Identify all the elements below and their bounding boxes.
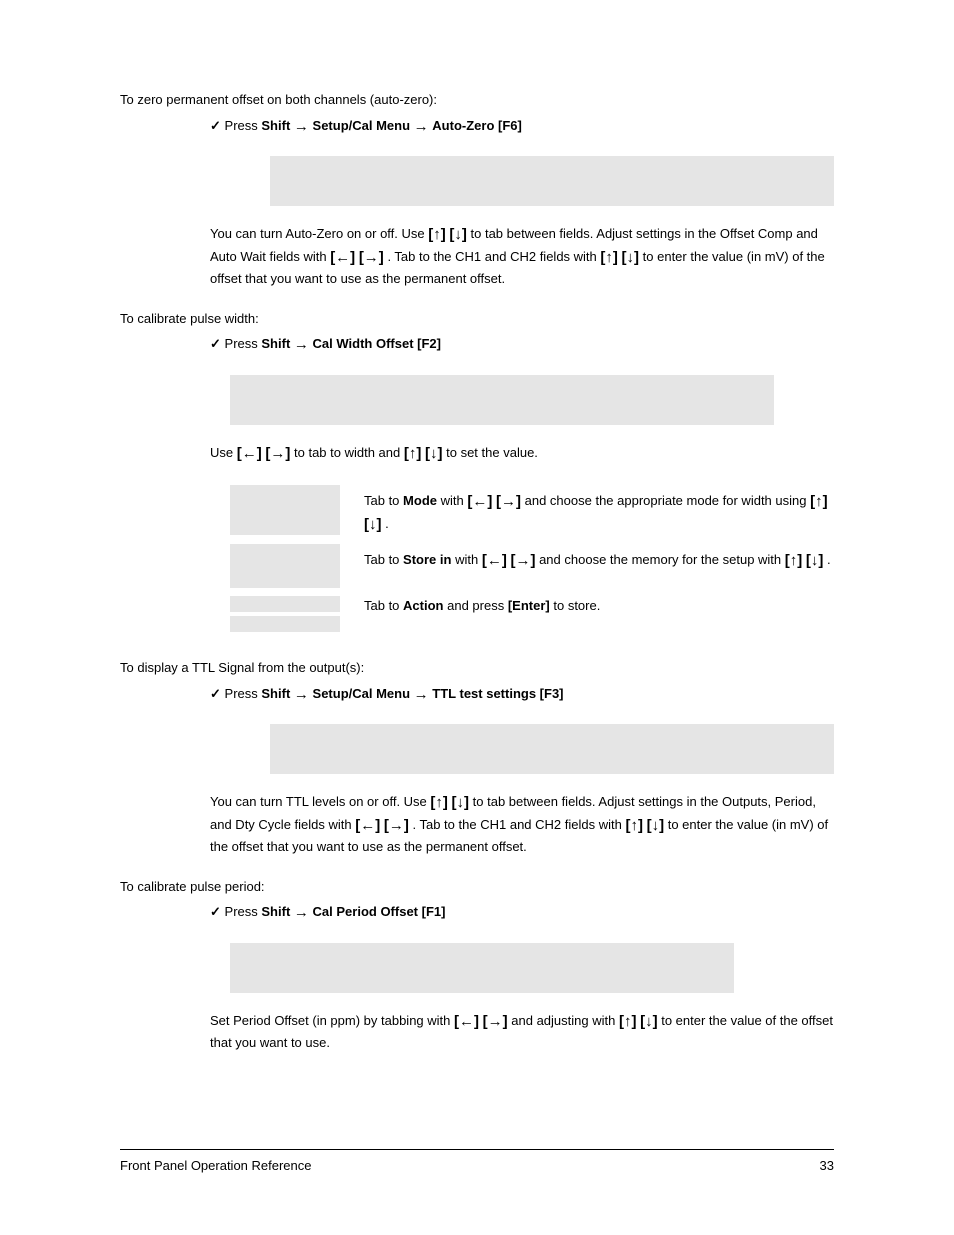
page-number: 33 [820, 1156, 834, 1176]
check-icon: ✓ [210, 686, 221, 701]
body-text: Tab to Mode with [←] [→] and choose the … [364, 485, 834, 536]
section-heading: To zero permanent offset on both channel… [120, 90, 834, 110]
step-text: Press Shift → Cal Period Offset [F1] [225, 904, 446, 919]
page-footer: Front Panel Operation Reference 33 [120, 1149, 834, 1176]
arrow-right-icon: → [294, 116, 309, 139]
section-heading: To calibrate pulse width: [120, 309, 834, 329]
arrow-right-icon: → [414, 116, 429, 139]
display-strip [270, 156, 834, 206]
body-text: Set Period Offset (in ppm) by tabbing wi… [120, 1011, 834, 1053]
section-heading: To calibrate pulse period: [120, 877, 834, 897]
display-strip [230, 943, 734, 993]
arrow-right-icon: → [294, 902, 309, 925]
step-text: Press Shift → Cal Width Offset [F2] [225, 336, 441, 351]
step-text: Press Shift → Setup/Cal Menu → Auto-Zero… [225, 118, 522, 133]
body-text: You can turn Auto-Zero on or off. Use [↑… [120, 224, 834, 289]
display-strip [230, 616, 340, 632]
display-strip [270, 724, 834, 774]
body-text: Tab to Store in with [←] [→] and choose … [364, 544, 834, 573]
check-icon: ✓ [210, 904, 221, 919]
display-strip [230, 485, 340, 535]
display-strip [230, 375, 774, 425]
step-line: ✓ Press Shift → Setup/Cal Menu → TTL tes… [120, 684, 834, 707]
step-line: ✓ Press Shift → Cal Width Offset [F2] [120, 334, 834, 357]
section-heading: To display a TTL Signal from the output(… [120, 658, 834, 678]
footer-title: Front Panel Operation Reference [120, 1156, 312, 1176]
check-icon: ✓ [210, 118, 221, 133]
body-text: Use [←] [→] to tab to width and [↑] [↓] … [120, 443, 834, 466]
display-strip [230, 544, 340, 588]
step-text: Press Shift → Setup/Cal Menu → TTL test … [225, 686, 564, 701]
arrow-right-icon: → [294, 684, 309, 707]
step-line: ✓ Press Shift → Cal Period Offset [F1] [120, 902, 834, 925]
arrow-right-icon: → [414, 684, 429, 707]
check-icon: ✓ [210, 336, 221, 351]
step-line: ✓ Press Shift → Setup/Cal Menu → Auto-Ze… [120, 116, 834, 139]
arrow-right-icon: → [294, 334, 309, 357]
body-text: You can turn TTL levels on or off. Use [… [120, 792, 834, 857]
display-strip [230, 596, 340, 612]
body-text: Tab to Action and press [Enter] to store… [364, 596, 834, 616]
